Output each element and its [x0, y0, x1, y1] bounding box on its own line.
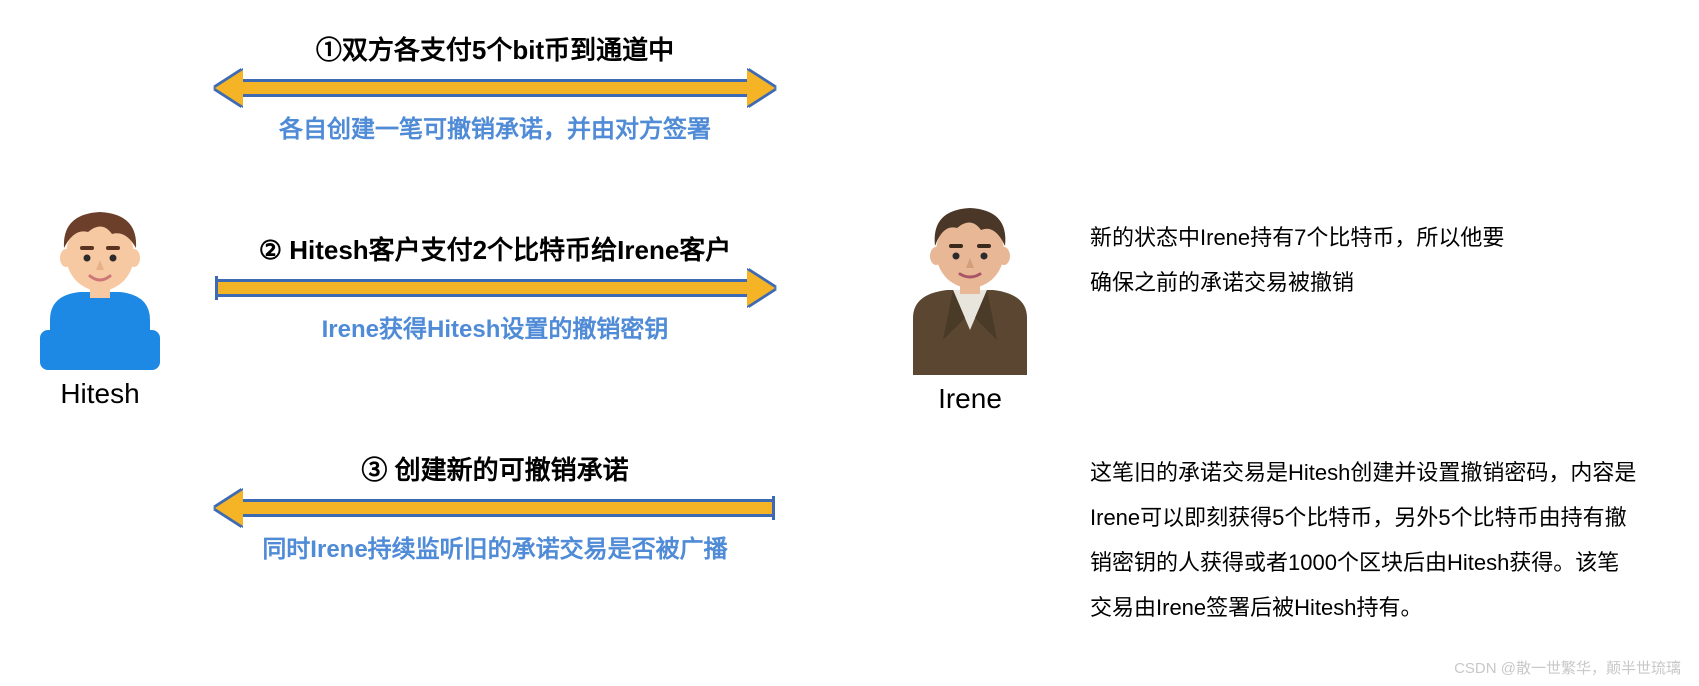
step-2-title: ② Hitesh客户支付2个比特币给Irene客户 — [259, 230, 732, 267]
step-2-arrow — [215, 273, 775, 303]
side-paragraph-2: 这笔旧的承诺交易是Hitesh创建并设置撤销密码，内容是Irene可以即刻获得5… — [1090, 450, 1640, 630]
arrow-right-icon — [747, 70, 775, 106]
irene-avatar-icon — [895, 200, 1045, 375]
step-3-title: ③ 创建新的可撤销承诺 — [361, 450, 628, 487]
watermark: CSDN @散一世繁华，颠半世琉璃 — [1454, 657, 1681, 678]
person-irene: Irene — [895, 200, 1045, 415]
step-1-sub: 各自创建一笔可撤销承诺，并由对方签署 — [279, 109, 711, 144]
step-1-title: ①双方各支付5个bit币到通道中 — [316, 30, 674, 67]
step-3: ③ 创建新的可撤销承诺 同时Irene持续监听旧的承诺交易是否被广播 — [215, 450, 775, 564]
step-2-sub: Irene获得Hitesh设置的撤销密钥 — [322, 309, 669, 344]
step-3-sub: 同时Irene持续监听旧的承诺交易是否被广播 — [262, 529, 727, 564]
hitesh-avatar-icon — [30, 200, 170, 370]
irene-label: Irene — [938, 383, 1002, 415]
side-paragraph-1: 新的状态中Irene持有7个比特币，所以他要确保之前的承诺交易被撤销 — [1090, 215, 1510, 305]
step-1-arrow — [215, 73, 775, 103]
arrow-left-icon — [215, 490, 243, 526]
step-1: ①双方各支付5个bit币到通道中 各自创建一笔可撤销承诺，并由对方签署 — [215, 30, 775, 144]
step-2: ② Hitesh客户支付2个比特币给Irene客户 Irene获得Hitesh设… — [215, 230, 775, 344]
step-3-arrow — [215, 493, 775, 523]
hitesh-label: Hitesh — [60, 378, 139, 410]
person-hitesh: Hitesh — [30, 200, 170, 410]
arrow-left-icon — [215, 70, 243, 106]
arrow-right-icon — [747, 270, 775, 306]
